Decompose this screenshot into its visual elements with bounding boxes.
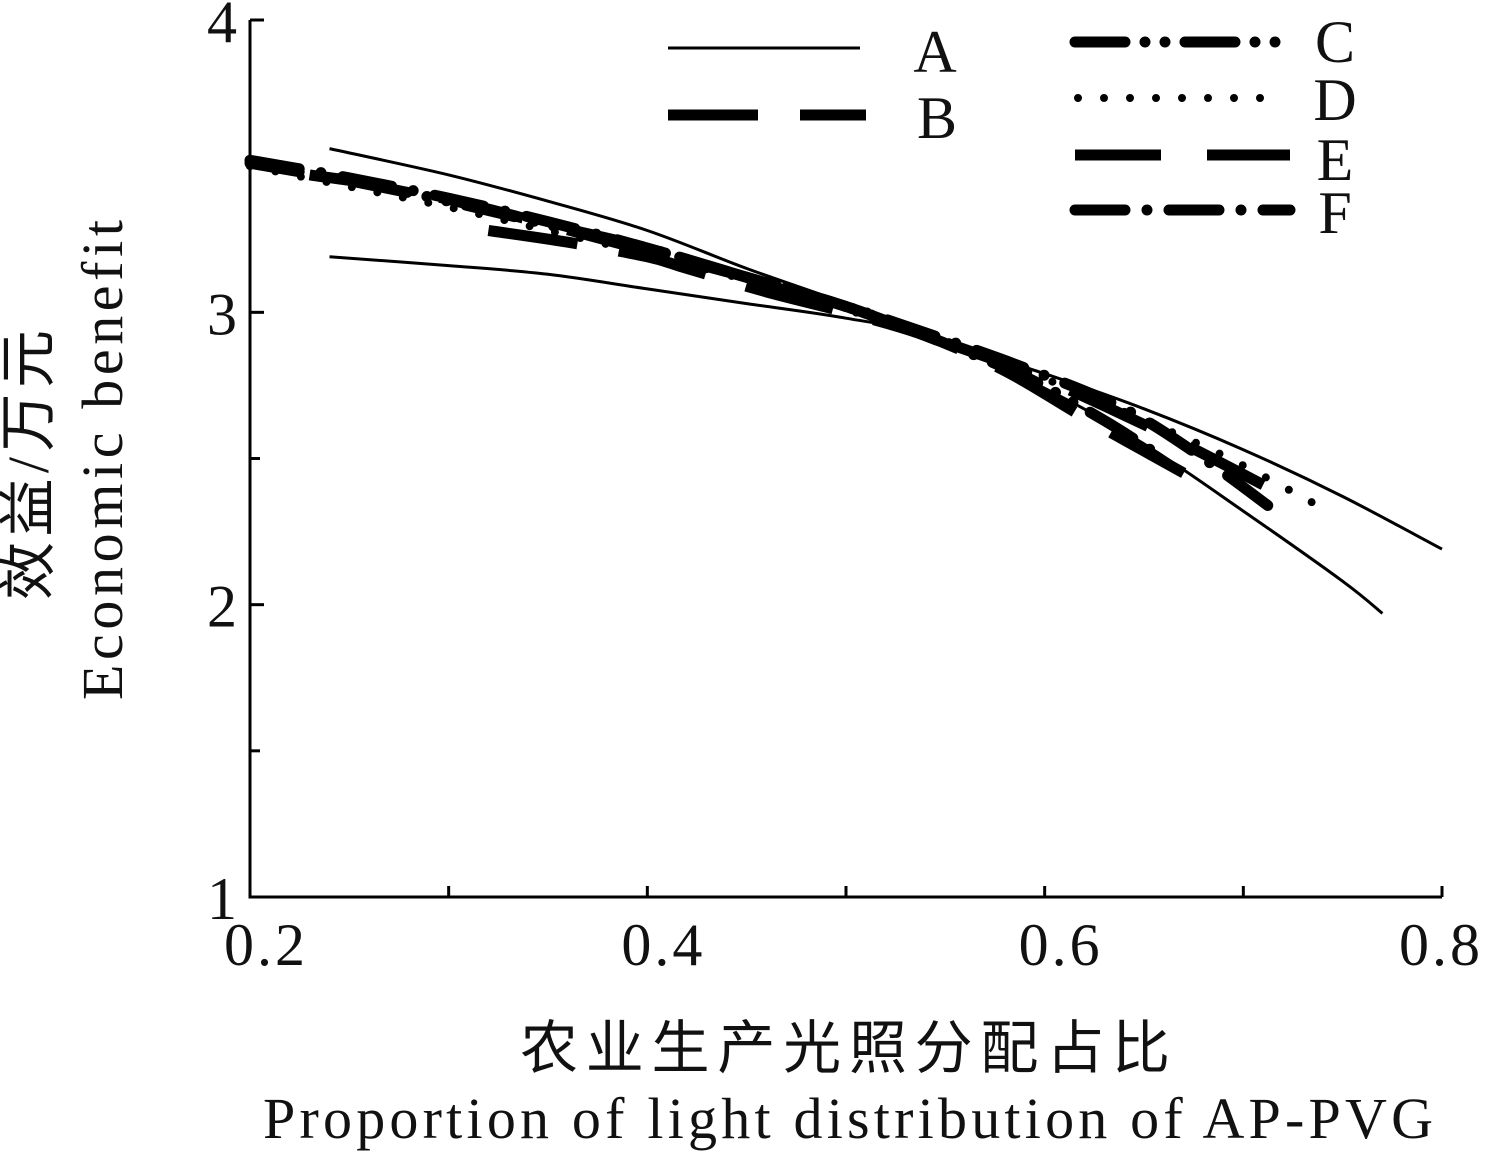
x-axis-title-en: Proportion of light distribution of AP-P… xyxy=(263,1086,1433,1151)
legend-item: E xyxy=(1075,127,1353,193)
legend-label: A xyxy=(913,19,956,85)
y-axis-title-zh: 效益/万元 xyxy=(0,330,61,600)
x-tick-label: 0.6 xyxy=(1019,912,1103,978)
legend-label: E xyxy=(1317,127,1354,193)
x-tick-label: 0.2 xyxy=(224,912,308,978)
x-tick-label: 0.8 xyxy=(1399,912,1483,978)
legend-label: C xyxy=(1315,9,1355,75)
legend-label: F xyxy=(1318,180,1351,246)
plot-series xyxy=(244,147,1443,615)
x-axis-title-zh: 农业生产光照分配占比 xyxy=(520,1016,1170,1081)
x-tick-label: 0.4 xyxy=(621,912,705,978)
legend-item: F xyxy=(1069,180,1352,246)
series-line-f xyxy=(244,154,1289,523)
y-tick-label: 2 xyxy=(207,574,240,640)
legend-item: B xyxy=(668,85,957,151)
y-axis-title-en: Economic benefit xyxy=(70,220,135,700)
legend-item: A xyxy=(668,19,957,85)
legend-item: C xyxy=(1069,9,1355,75)
axis-ticks: 0.2 0.4 0.6 0.8 1 2 3 4 xyxy=(207,0,1483,978)
legend-label: B xyxy=(917,85,957,151)
y-tick-label: 4 xyxy=(207,0,240,55)
series-line-c xyxy=(244,157,1170,464)
legend-item: D xyxy=(1074,67,1357,133)
legend-label: D xyxy=(1313,67,1356,133)
y-tick-label: 3 xyxy=(207,281,240,347)
y-tick-label: 1 xyxy=(207,866,240,932)
series-line-b xyxy=(487,225,1187,478)
